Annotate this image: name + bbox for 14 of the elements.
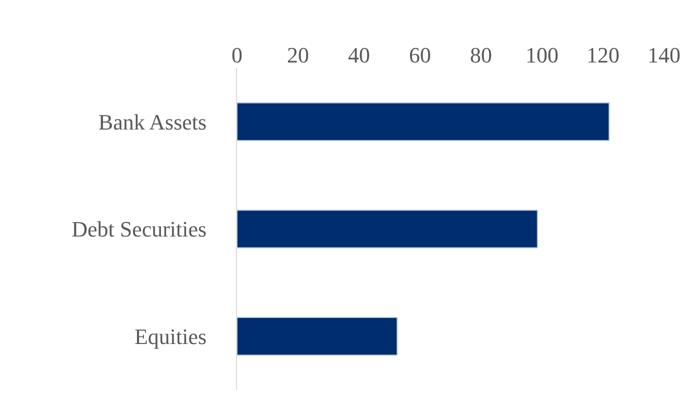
x-tick-label: 100: [526, 42, 558, 68]
x-tick-label: 20: [287, 42, 309, 68]
bar: [237, 102, 610, 141]
x-tick-label: 0: [232, 42, 242, 68]
x-tick-label: 120: [586, 42, 620, 68]
x-tick-label: 140: [648, 42, 680, 68]
x-tick-label: 60: [409, 42, 431, 68]
bar: [237, 210, 538, 248]
y-tick-label: Bank Assets: [98, 109, 207, 134]
y-tick-label: Debt Securities: [72, 216, 207, 242]
x-tick-label: 80: [470, 42, 492, 68]
x-tick-label: 40: [348, 42, 370, 68]
bar: [237, 317, 398, 356]
y-tick-label: Equities: [134, 324, 207, 350]
